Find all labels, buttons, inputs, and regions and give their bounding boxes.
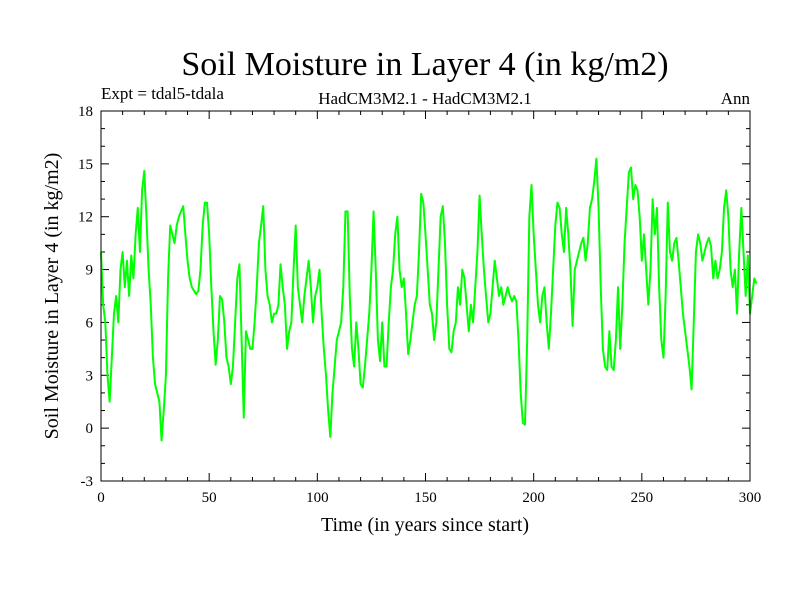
plot-frame: [100, 110, 751, 482]
chart-title: Soil Moisture in Layer 4 (in kg/m2): [181, 46, 668, 83]
y-tick-label: 6: [86, 315, 94, 331]
y-tick-label: 15: [78, 157, 93, 173]
x-tick-label: 200: [522, 490, 545, 506]
y-tick-label: 3: [86, 368, 94, 384]
model-label: HadCM3M2.1 - HadCM3M2.1: [318, 89, 531, 108]
period-label: Ann: [721, 89, 751, 108]
axis-ticks: [100, 110, 751, 482]
y-tick-label: 9: [86, 263, 94, 279]
x-tick-label: 150: [414, 490, 437, 506]
y-tick-label: 0: [86, 421, 94, 437]
x-tick-label: 300: [739, 490, 762, 506]
x-tick-label: 250: [631, 490, 654, 506]
y-axis-label: Soil Moisture in Layer 4 (in kg/m2): [41, 153, 63, 440]
y-tick-label: 18: [78, 104, 93, 120]
experiment-label: Expt = tdal5-tdala: [101, 84, 224, 103]
y-tick-label: 12: [78, 210, 93, 226]
x-tick-label: 50: [202, 490, 217, 506]
y-tick-label: -3: [81, 474, 94, 490]
series-line: [100, 157, 758, 442]
x-tick-label: 0: [97, 490, 105, 506]
x-axis-label: Time (in years since start): [321, 514, 529, 536]
x-tick-label: 100: [306, 490, 329, 506]
